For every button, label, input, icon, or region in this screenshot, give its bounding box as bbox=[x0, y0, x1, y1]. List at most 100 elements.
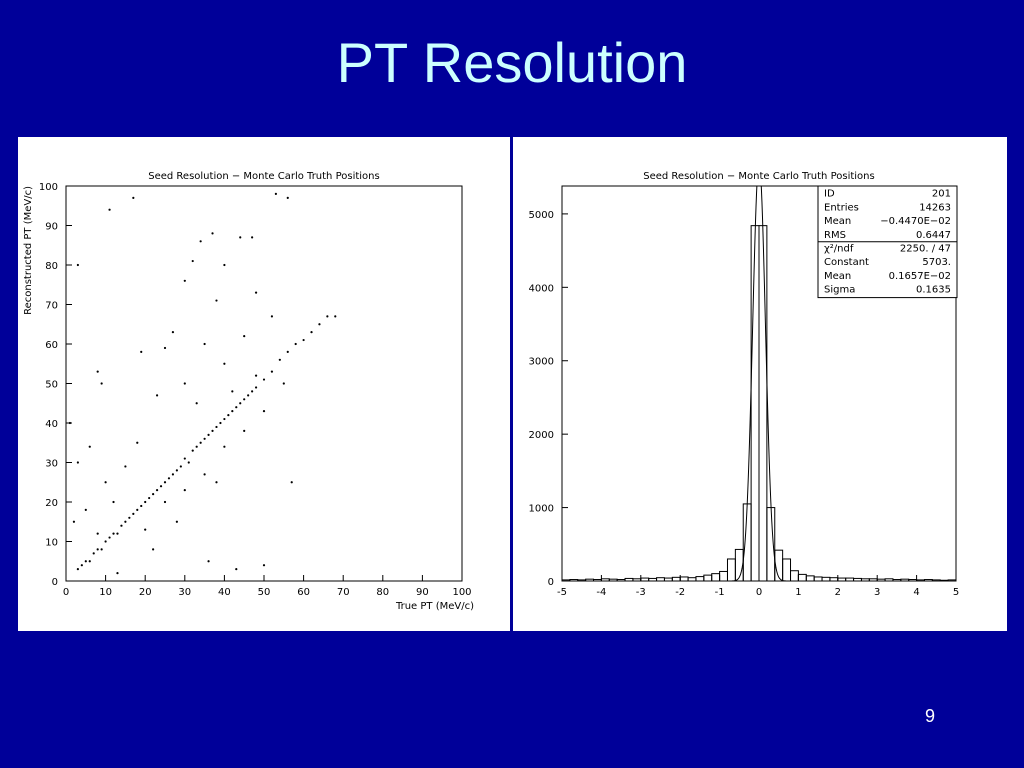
point bbox=[203, 342, 206, 346]
point bbox=[136, 441, 139, 444]
point bbox=[199, 441, 202, 444]
point bbox=[235, 406, 238, 409]
point bbox=[334, 315, 337, 318]
point bbox=[163, 346, 167, 350]
point bbox=[239, 236, 242, 239]
point bbox=[262, 378, 266, 381]
stats-value: 0.6447 bbox=[916, 230, 951, 241]
point bbox=[254, 386, 258, 389]
chart-title: Seed Resolution − Monte Carlo Truth Posi… bbox=[148, 171, 379, 182]
x-tick-label: 20 bbox=[139, 587, 152, 598]
x-tick-label: 4 bbox=[913, 587, 919, 598]
y-tick-label: 0 bbox=[548, 577, 554, 588]
point bbox=[76, 263, 79, 267]
point bbox=[100, 382, 103, 385]
point bbox=[80, 564, 83, 567]
point bbox=[124, 520, 127, 523]
point bbox=[167, 477, 171, 480]
x-tick-label: 0 bbox=[756, 587, 762, 598]
point bbox=[183, 457, 186, 460]
point bbox=[294, 342, 297, 346]
point bbox=[187, 461, 190, 464]
point bbox=[179, 465, 182, 468]
point bbox=[199, 240, 202, 243]
slide-title: PT Resolution bbox=[336, 31, 688, 94]
point bbox=[163, 481, 167, 484]
page-number: 9 bbox=[924, 706, 935, 726]
bin bbox=[782, 558, 792, 581]
stats-value: 5703. bbox=[922, 257, 951, 268]
point bbox=[104, 481, 107, 484]
stats-value: 201 bbox=[932, 189, 951, 200]
y-tick-label: 70 bbox=[45, 301, 58, 312]
y-axis-label: Reconstructed PT (MeV/c) bbox=[23, 186, 34, 315]
point bbox=[211, 232, 214, 235]
point bbox=[104, 540, 107, 543]
x-tick-label: 40 bbox=[218, 587, 231, 598]
x-tick-label: -1 bbox=[715, 587, 725, 598]
y-tick-label: 30 bbox=[45, 459, 58, 470]
point bbox=[286, 350, 289, 353]
x-tick-label: 90 bbox=[416, 587, 429, 598]
point bbox=[262, 410, 266, 413]
point bbox=[92, 552, 95, 555]
point bbox=[144, 500, 147, 504]
x-tick-label: -2 bbox=[675, 587, 685, 598]
y-tick-label: 50 bbox=[45, 380, 58, 391]
x-tick-label: -4 bbox=[596, 587, 606, 598]
point bbox=[286, 196, 289, 199]
point bbox=[76, 461, 79, 464]
point bbox=[155, 489, 159, 492]
point bbox=[183, 489, 186, 492]
point bbox=[278, 358, 281, 361]
point bbox=[254, 374, 258, 377]
point bbox=[163, 500, 167, 504]
point bbox=[191, 449, 194, 452]
point bbox=[155, 394, 159, 397]
point bbox=[223, 263, 226, 267]
y-tick-label: 2000 bbox=[529, 430, 554, 441]
point bbox=[203, 473, 206, 476]
point bbox=[175, 469, 178, 472]
y-tick-label: 3000 bbox=[529, 357, 554, 368]
stats-value: 14263 bbox=[919, 202, 951, 213]
stats-name: RMS bbox=[824, 230, 846, 241]
histogram bbox=[562, 186, 956, 581]
point bbox=[203, 437, 206, 440]
point bbox=[84, 508, 87, 511]
y-tick-label: 90 bbox=[45, 222, 58, 233]
point bbox=[282, 382, 285, 385]
point bbox=[96, 370, 99, 373]
chart-title: Seed Resolution − Monte Carlo Truth Posi… bbox=[643, 171, 874, 182]
point bbox=[207, 433, 210, 436]
point bbox=[302, 338, 305, 342]
point bbox=[243, 335, 246, 338]
point bbox=[96, 532, 99, 535]
point bbox=[183, 279, 186, 282]
stats-value: −0.4470E−02 bbox=[880, 216, 951, 227]
point bbox=[219, 421, 222, 425]
left-panel bbox=[18, 137, 510, 631]
stats-name: Mean bbox=[824, 271, 851, 282]
x-tick-label: 0 bbox=[63, 587, 69, 598]
point bbox=[132, 512, 135, 515]
point bbox=[231, 410, 234, 413]
point bbox=[144, 528, 147, 531]
point bbox=[120, 524, 123, 527]
point bbox=[211, 429, 214, 432]
stats-name: Sigma bbox=[824, 285, 855, 296]
point bbox=[183, 382, 186, 385]
point bbox=[310, 331, 313, 334]
y-tick-label: 60 bbox=[45, 340, 58, 351]
point bbox=[112, 500, 115, 504]
stats-name: Mean bbox=[824, 216, 851, 227]
point bbox=[100, 548, 103, 551]
point bbox=[251, 236, 254, 239]
point bbox=[243, 398, 246, 401]
y-tick-label: 20 bbox=[45, 498, 58, 509]
x-tick-label: 10 bbox=[99, 587, 112, 598]
point bbox=[108, 208, 111, 211]
y-tick-label: 40 bbox=[45, 419, 58, 430]
stats-name: Entries bbox=[824, 202, 859, 213]
